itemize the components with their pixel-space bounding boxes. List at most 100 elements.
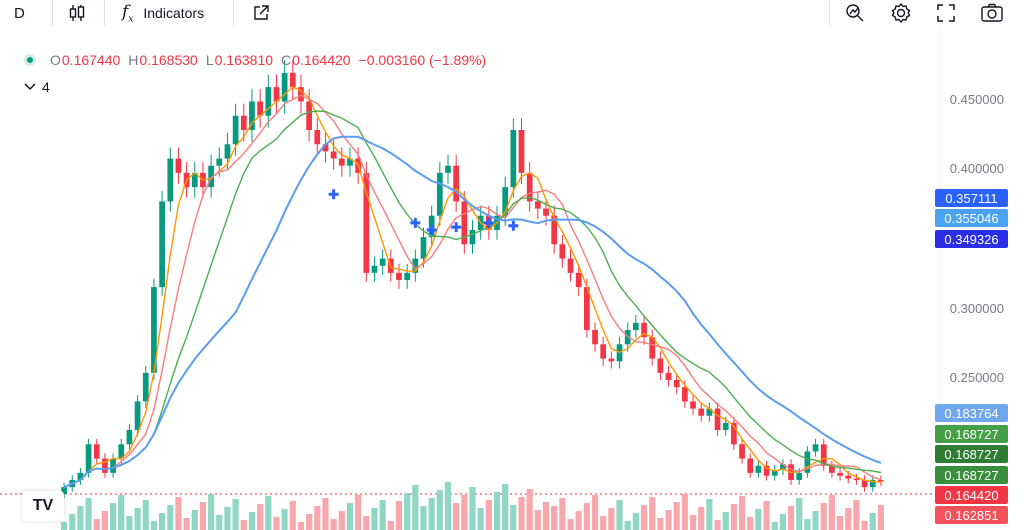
candle-body xyxy=(347,158,353,166)
volume-bar xyxy=(216,515,223,530)
candle-body xyxy=(436,172,443,216)
candle-body xyxy=(559,244,566,259)
candle-body xyxy=(567,258,574,273)
indicators-toggle[interactable]: 4 xyxy=(24,79,50,95)
volume-bar xyxy=(265,496,272,530)
volume-bar xyxy=(616,500,623,530)
volume-bar xyxy=(877,505,884,530)
candle-body xyxy=(592,330,598,345)
volume-bar xyxy=(812,511,819,530)
candle-body xyxy=(600,344,607,359)
candle-body xyxy=(682,387,688,402)
candle-body xyxy=(110,458,116,473)
candle-body xyxy=(330,151,337,159)
candle-body xyxy=(118,444,125,459)
volume-bar xyxy=(714,520,721,530)
chevron-down-icon xyxy=(24,83,36,91)
ma-red-line xyxy=(63,94,882,488)
candle-body xyxy=(404,272,411,280)
volume-bar xyxy=(314,506,321,530)
ohlc-legend: O 0.167440 H 0.168530 L 0.163810 C 0.164420 … xyxy=(24,51,494,69)
candle-body xyxy=(396,272,402,280)
volume-bar xyxy=(142,500,149,530)
candle-body xyxy=(126,430,133,445)
screenshot-button[interactable] xyxy=(980,0,1004,26)
interval-button[interactable]: D xyxy=(14,0,25,26)
volume-bar xyxy=(534,510,541,530)
price-tag: 0.168727 xyxy=(935,425,1008,443)
volume-bar xyxy=(428,498,435,530)
volume-bar xyxy=(649,497,656,530)
candle-body xyxy=(641,322,647,338)
volume-bar xyxy=(346,503,354,530)
candle-body xyxy=(869,480,876,488)
volume-bar xyxy=(526,489,533,530)
interval-label: D xyxy=(14,4,25,22)
volume-bar xyxy=(248,512,256,530)
volume-bar xyxy=(363,516,370,530)
volume-bar xyxy=(575,511,582,530)
settings-button[interactable] xyxy=(890,0,912,26)
volume-bar xyxy=(110,503,117,530)
volume-bar xyxy=(461,495,468,530)
volume-bar xyxy=(485,500,492,530)
candle-body xyxy=(445,165,451,173)
candle-body xyxy=(804,451,811,473)
indicators-fx-icon: fx xyxy=(122,1,134,25)
candle-body xyxy=(845,475,852,479)
candle-body xyxy=(338,158,345,166)
volume-bar xyxy=(518,497,525,530)
chart-type-button[interactable] xyxy=(67,0,87,26)
candle-body xyxy=(159,201,165,288)
price-tick: 0.400000 xyxy=(949,161,1004,176)
fullscreen-icon xyxy=(937,4,955,22)
volume-bar xyxy=(240,520,247,530)
volume-bar xyxy=(69,514,76,530)
camera-icon xyxy=(981,3,1003,22)
volume-bar xyxy=(322,498,329,530)
volume-bar xyxy=(706,499,713,530)
tradingview-logo[interactable]: TV xyxy=(22,491,64,521)
low-key: L xyxy=(205,52,214,68)
lens-button[interactable] xyxy=(845,0,865,26)
candle-body xyxy=(191,172,198,188)
volume-bar xyxy=(567,519,574,530)
volume-bar xyxy=(126,516,133,530)
volume-bar xyxy=(787,506,795,530)
market-status-icon[interactable] xyxy=(24,54,36,66)
volume-bar xyxy=(632,513,639,530)
candle-body xyxy=(265,87,272,116)
volume-bar xyxy=(371,508,378,530)
candle-body xyxy=(93,444,100,459)
volume-bar xyxy=(600,516,607,530)
volume-bar xyxy=(208,494,215,530)
volume-bar xyxy=(559,498,566,530)
volume-bar xyxy=(469,487,476,530)
volume-bar xyxy=(836,516,844,530)
popout-icon xyxy=(254,5,269,20)
signal-marker xyxy=(426,225,437,235)
candle-body xyxy=(273,87,280,102)
volume-bar xyxy=(297,522,305,530)
candle-body xyxy=(583,287,590,330)
open-value: 0.167440 xyxy=(61,52,121,68)
candle-body xyxy=(722,422,729,430)
price-tag: 0.168727 xyxy=(935,466,1008,484)
popout-button[interactable] xyxy=(252,0,270,26)
divider xyxy=(829,0,830,26)
candle-body xyxy=(257,101,263,116)
volume-bar xyxy=(730,504,737,530)
fullscreen-button[interactable] xyxy=(936,0,956,26)
price-tag: 0.357111 xyxy=(935,189,1008,207)
candle-body xyxy=(747,458,754,473)
volume-bar xyxy=(763,501,770,530)
volume-bar xyxy=(665,510,672,530)
candle-body xyxy=(502,187,509,216)
candle-body xyxy=(534,201,541,209)
candle-body xyxy=(142,372,149,402)
candle-body xyxy=(322,144,329,152)
volume-bar xyxy=(771,522,778,530)
indicators-button[interactable]: fx Indicators xyxy=(122,0,204,26)
candle-body xyxy=(518,130,525,173)
